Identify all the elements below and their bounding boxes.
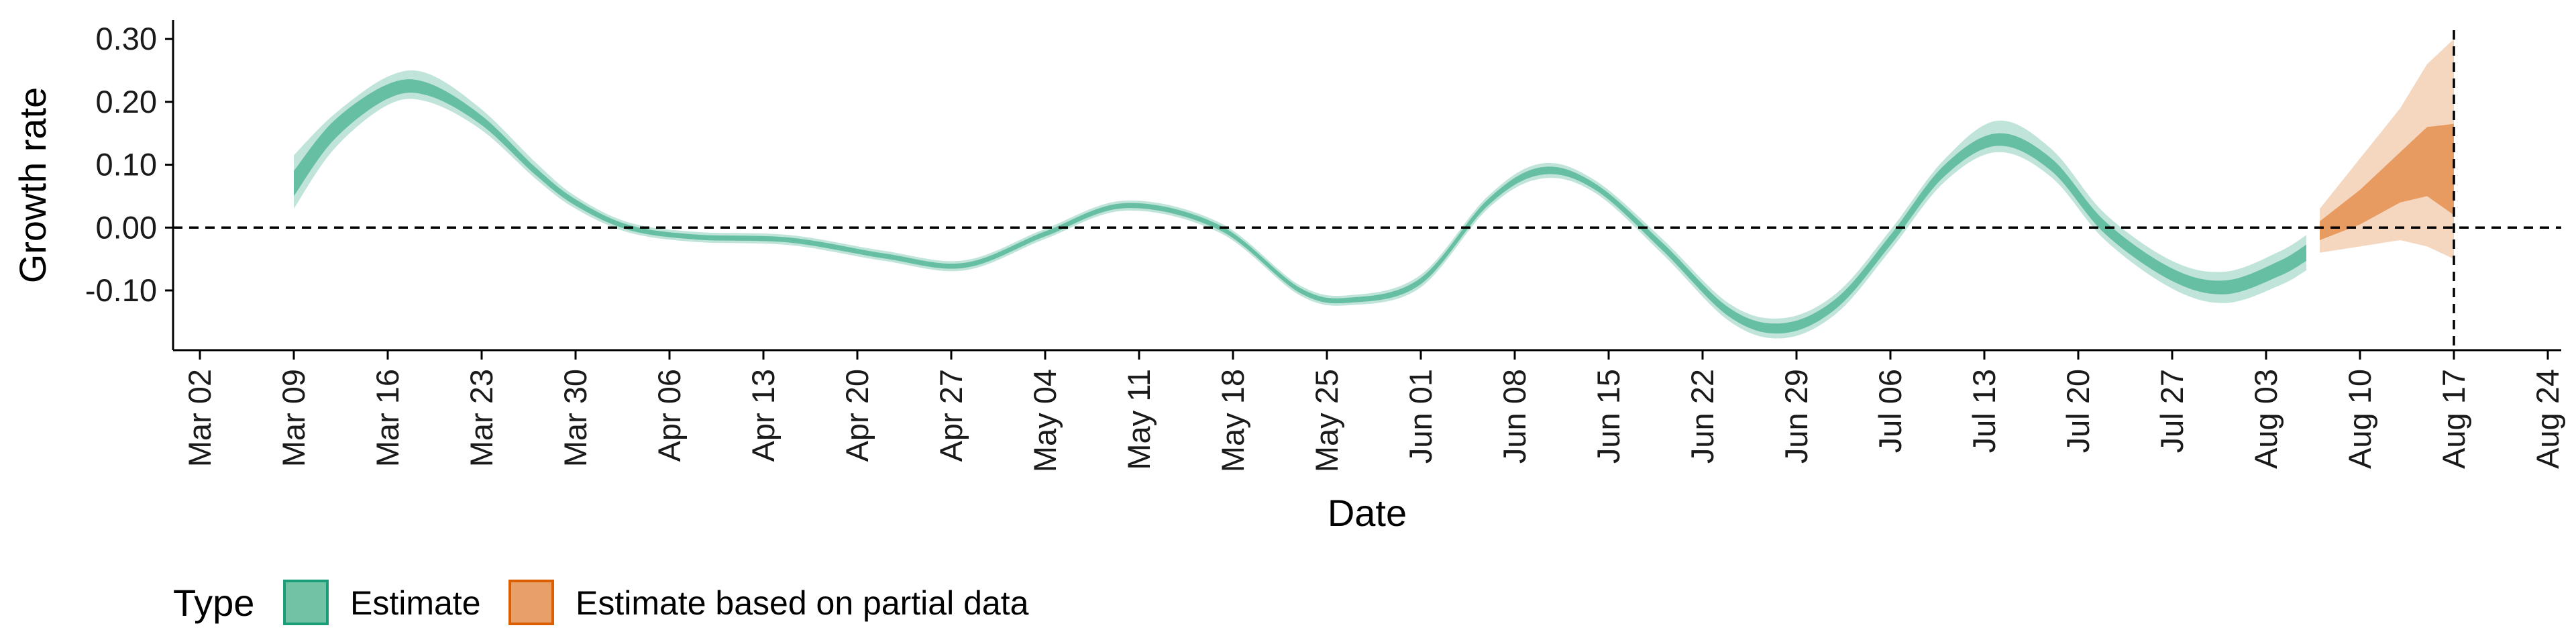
x-tick-label: Aug 17 <box>2436 369 2471 469</box>
x-tick-label: Apr 27 <box>933 369 969 462</box>
x-tick-label: Apr 13 <box>745 369 781 462</box>
x-tick-label: May 18 <box>1215 369 1250 472</box>
y-tick-label: 0.10 <box>96 147 157 182</box>
legend-key-partial-estimate <box>508 580 554 625</box>
x-tick-label: Apr 20 <box>839 369 875 462</box>
x-tick-label: Aug 03 <box>2248 369 2284 469</box>
x-tick-label: Jul 27 <box>2154 369 2190 453</box>
x-tick-label: May 04 <box>1027 369 1063 472</box>
partial-estimate-inner-band <box>2320 123 2454 240</box>
legend-key-estimate <box>283 580 329 625</box>
x-tick-label: Aug 10 <box>2342 369 2377 469</box>
x-tick-label: Jun 22 <box>1684 369 1720 464</box>
axes <box>172 20 2561 352</box>
y-tick-label: 0.00 <box>96 209 157 245</box>
x-tick-label: Jun 08 <box>1497 369 1532 464</box>
y-tick-label: 0.30 <box>96 21 157 56</box>
ribbon-layer <box>294 39 2454 339</box>
x-tick-label: Mar 02 <box>182 369 217 467</box>
x-tick-label: Jun 29 <box>1778 369 1814 464</box>
x-tick-label: Mar 09 <box>276 369 311 467</box>
x-tick-label: Apr 06 <box>651 369 687 462</box>
x-tick-label: Jun 01 <box>1403 369 1438 464</box>
legend: Type Estimate Estimate based on partial … <box>173 580 1029 625</box>
x-tick-label: Jul 13 <box>1966 369 2002 453</box>
legend-label-estimate: Estimate <box>350 584 481 622</box>
y-tick-label: -0.10 <box>85 272 157 308</box>
x-axis-ticks: Mar 02 Mar 09 Mar 16 Mar 23 Mar 30 Apr 06 Apr … <box>182 350 2565 472</box>
x-tick-label: Jun 15 <box>1591 369 1626 464</box>
x-tick-label: Mar 23 <box>464 369 499 467</box>
y-axis-ticks: 0.30 0.20 0.10 0.00 -0.10 <box>85 21 173 308</box>
reference-lines <box>173 30 2561 350</box>
legend-label-partial-estimate: Estimate based on partial data <box>576 584 1029 622</box>
x-tick-label: Mar 30 <box>557 369 593 467</box>
estimate-outer-band <box>294 70 2306 339</box>
x-tick-label: Aug 24 <box>2530 369 2565 469</box>
x-tick-label: Jul 06 <box>1872 369 1908 453</box>
y-tick-label: 0.20 <box>96 84 157 119</box>
legend-title: Type <box>173 582 254 624</box>
x-tick-label: May 25 <box>1309 369 1344 472</box>
y-axis-title: Growth rate <box>11 87 54 284</box>
x-axis-title: Date <box>1328 492 1407 534</box>
x-tick-label: May 11 <box>1121 369 1157 470</box>
x-tick-label: Mar 16 <box>370 369 405 467</box>
x-tick-label: Jul 20 <box>2060 369 2096 453</box>
